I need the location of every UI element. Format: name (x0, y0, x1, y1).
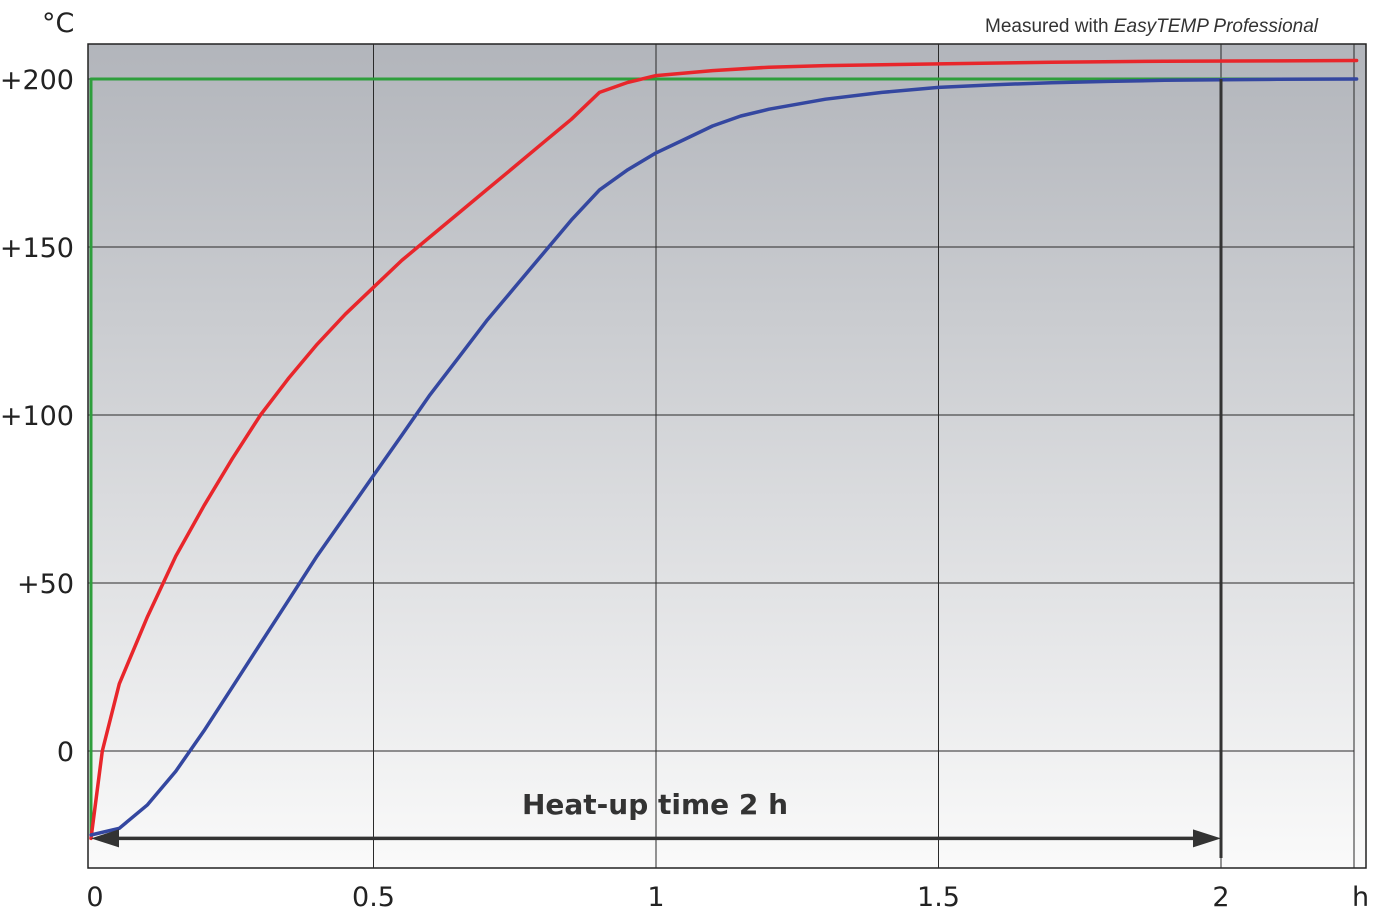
series-lines (89, 58, 1359, 841)
arrow-right-icon (1193, 829, 1221, 848)
measurement-note-prefix: Measured with (985, 16, 1109, 37)
plot-area (87, 43, 1367, 869)
x-tick-label: 0.5 (352, 882, 395, 913)
bath-series-line (89, 58, 1359, 841)
x-tick-label: 2 (1212, 882, 1229, 913)
x-tick-label: 0 (86, 882, 103, 913)
y-tick-label: +200 (0, 65, 74, 96)
sample-series-line (89, 77, 1359, 837)
measurement-note-software: EasyTEMP Professional (1114, 16, 1319, 37)
heat-up-marker (91, 79, 1223, 858)
x-axis-unit: h (1352, 882, 1369, 913)
y-axis-ticks: 0 +50 +100 +150 +200 (0, 65, 74, 768)
y-tick-label: +150 (0, 233, 74, 264)
measurement-note: Measured with EasyTEMP Professional (985, 16, 1319, 37)
x-tick-label: 1.5 (917, 882, 960, 913)
y-tick-label: 0 (57, 737, 74, 768)
y-axis-unit: °C (42, 8, 74, 39)
arrow-left-icon (91, 829, 119, 848)
x-axis-ticks: 0 0.5 1 1.5 2 (86, 882, 1229, 913)
y-tick-label: +50 (17, 569, 74, 600)
x-tick-label: 1 (647, 882, 664, 913)
y-tick-label: +100 (0, 401, 74, 432)
heat-up-time-label: Heat-up time 2 h (522, 788, 788, 821)
setpoint-series-line (89, 77, 1359, 837)
